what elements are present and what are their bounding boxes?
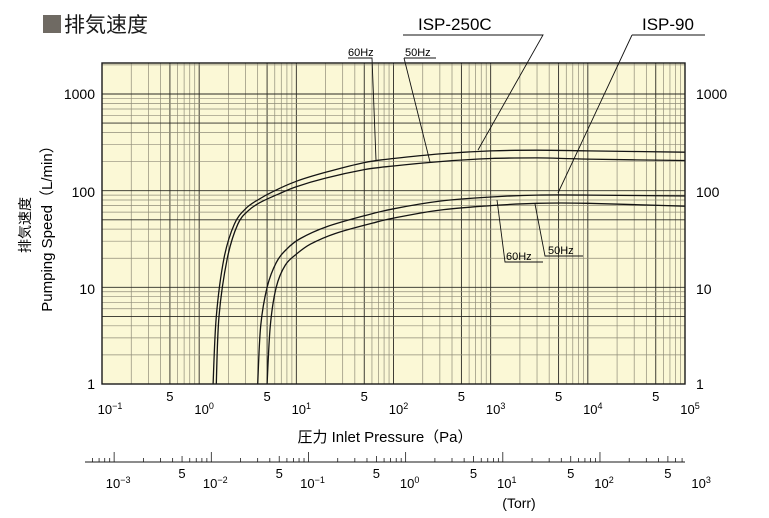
torr-axis [85,452,685,463]
curve-isp-90-50hz [266,202,686,385]
y-axis-right: 1000 100 10 1 [696,86,727,392]
y-tick-right-1: 1 [696,376,704,392]
x-tick-torr-5: 5 [470,466,477,481]
x-tick-torr: 10−1 [300,475,325,491]
x-axis-pa-labels: 10−1 5 100 5 101 5 102 5 103 5 104 5 105 [98,389,700,417]
x-tick-pa-5: 5 [652,389,659,404]
x-tick-pa: 100 [194,401,213,417]
x-tick-pa-5: 5 [166,389,173,404]
curve-isp-250c-60hz [212,149,686,385]
x-tick-pa-5: 5 [458,389,465,404]
label-top-60hz: 60Hz [348,47,374,59]
x-tick-pa-5: 5 [555,389,562,404]
x-tick-pa: 102 [389,401,408,417]
x-tick-torr: 10−3 [106,475,131,491]
y-axis-title-jp: 排気速度 [18,197,34,253]
chart-title-text: 排気速度 [64,13,148,37]
label-top-50hz: 50Hz [405,47,431,59]
x-tick-pa-5: 5 [361,389,368,404]
y-tick-10: 10 [79,281,95,297]
x-tick-pa: 105 [680,401,699,417]
plot-frame [101,62,686,385]
x-tick-torr: 100 [400,475,419,491]
x-tick-torr: 10−2 [203,475,228,491]
x-tick-pa: 10−1 [98,401,123,417]
x-tick-torr-5: 5 [276,466,283,481]
x-tick-torr-5: 5 [664,466,671,481]
x-tick-torr-5: 5 [178,466,185,481]
y-tick-right-10: 10 [696,281,712,297]
y-tick-right-100: 100 [696,184,720,200]
x-axis-title: 圧力 Inlet Pressure（Pa） [297,429,472,446]
label-bottom-50hz: 50Hz [548,245,574,257]
y-tick-right-1000: 1000 [696,86,727,102]
leader-lines [348,34,705,263]
y-axis-title: 排気速度 Pumping Speed（L/min） [18,138,56,311]
y-tick-100: 100 [72,184,96,200]
x-tick-torr-5: 5 [567,466,574,481]
chart-title: 排気速度 [43,9,148,39]
label-bottom-60hz: 60Hz [506,251,532,263]
label-isp-90: ISP-90 [642,15,694,34]
data-curves [212,149,686,385]
torr-unit-label: (Torr) [502,495,535,511]
y-tick-1000: 1000 [64,86,95,102]
grid-lines [101,63,685,385]
y-axis-left: 1000 100 10 1 [64,86,95,392]
x-tick-pa: 103 [486,401,505,417]
x-tick-torr: 103 [691,475,710,491]
y-axis-title-en: Pumping Speed（L/min） [39,138,56,311]
curve-isp-250c-50hz [215,157,686,385]
label-isp-250c: ISP-250C [418,15,492,34]
x-tick-pa: 104 [583,401,602,417]
x-tick-torr-5: 5 [373,466,380,481]
y-tick-1: 1 [87,376,95,392]
curve-isp-90-60hz [257,194,686,385]
x-tick-torr: 101 [497,475,516,491]
x-tick-pa: 101 [292,401,311,417]
x-axis-torr-labels: 10−3 5 10−2 5 10−1 5 100 5 101 5 102 5 103 [106,466,711,491]
x-tick-torr: 102 [594,475,613,491]
gray-square-bullet-icon [43,15,61,33]
x-tick-pa-5: 5 [263,389,270,404]
